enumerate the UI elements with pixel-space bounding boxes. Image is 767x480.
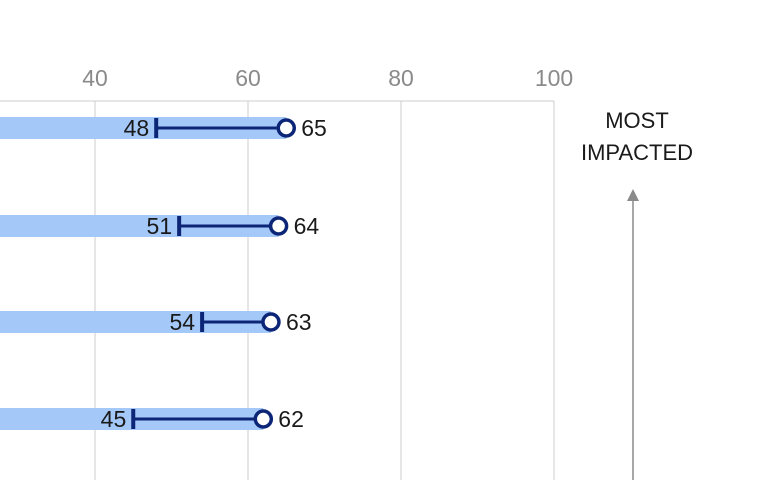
end-value-label-1: 64: [294, 213, 320, 239]
range-end-marker-0: [276, 118, 296, 138]
end-value-label-0: 65: [301, 115, 327, 141]
start-value-label-1: 51: [147, 213, 173, 239]
range-end-marker-2: [261, 312, 281, 332]
range-markers: [131, 118, 296, 429]
x-tick-label-40: 40: [82, 65, 108, 91]
x-axis-ticks: 40 60 80 100: [82, 65, 573, 91]
annotation-line-1: MOST: [605, 108, 669, 133]
end-value-label-2: 63: [286, 309, 312, 335]
bar-1: [0, 215, 279, 237]
annotation-line-2: IMPACTED: [581, 140, 693, 165]
end-value-label-3: 62: [278, 406, 304, 432]
range-end-marker-1: [268, 216, 289, 236]
x-tick-label-60: 60: [235, 65, 261, 91]
x-tick-label-100: 100: [535, 65, 573, 91]
start-value-label-3: 45: [101, 406, 127, 432]
x-tick-label-80: 80: [388, 65, 414, 91]
bars: [0, 117, 287, 430]
range-end-marker-3: [253, 409, 274, 429]
value-labels: 48 65 51 64 54 63 45 62: [101, 115, 327, 432]
arrow-up-icon: [627, 189, 639, 201]
start-value-label-2: 54: [170, 309, 196, 335]
bar-0: [0, 117, 287, 139]
most-impacted-annotation: MOST IMPACTED: [581, 108, 693, 480]
start-value-label-0: 48: [124, 115, 150, 141]
